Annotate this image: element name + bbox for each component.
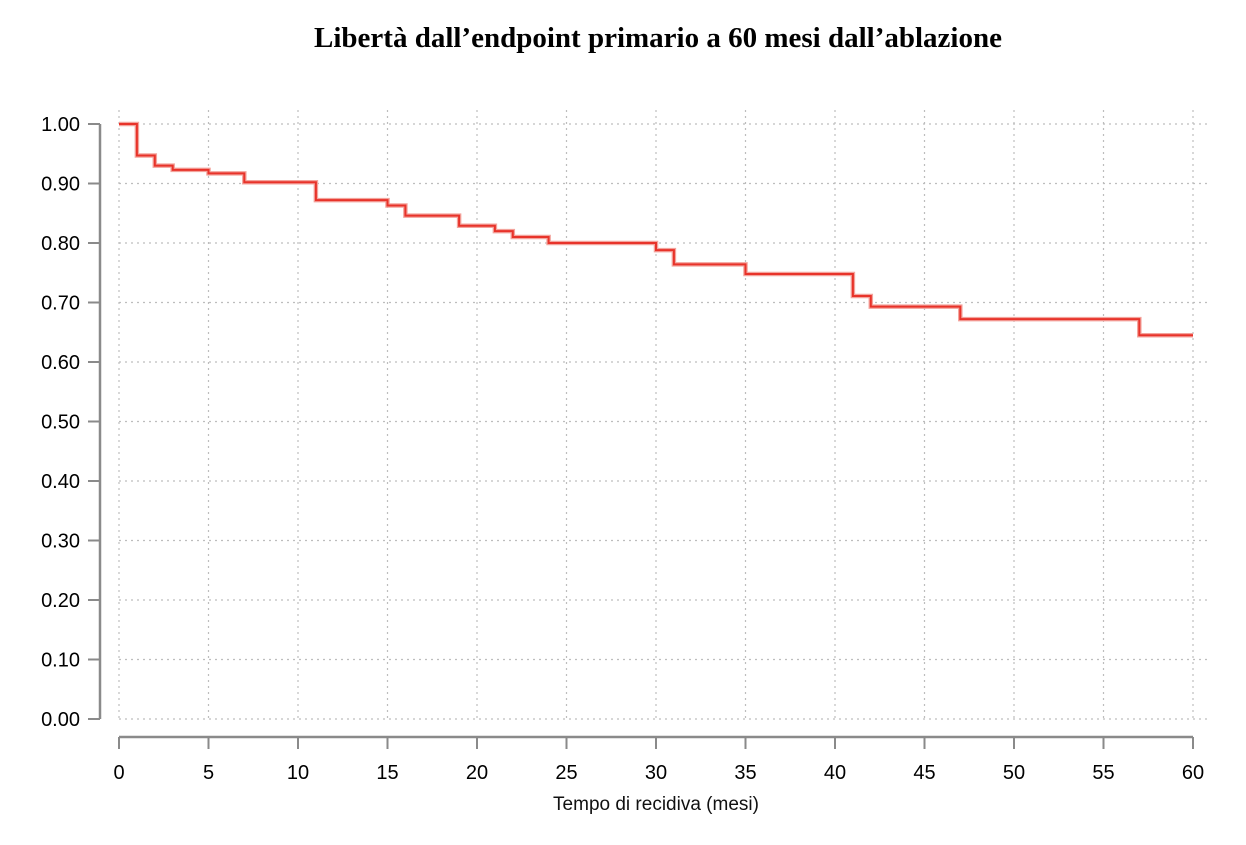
x-axis-title: Tempo di recidiva (mesi) xyxy=(553,794,759,815)
y-tick-label: 0.50 xyxy=(41,412,80,434)
y-tick-label: 0.10 xyxy=(41,650,80,672)
x-tick-label: 0 xyxy=(113,762,124,784)
x-tick-label: 40 xyxy=(824,762,846,784)
y-tick-label: 0.80 xyxy=(41,233,80,255)
grid-lines xyxy=(118,110,1210,720)
y-tick-label: 1.00 xyxy=(41,114,80,136)
x-tick-label: 15 xyxy=(376,762,398,784)
y-tick-label: 0.70 xyxy=(41,293,80,315)
x-tick-labels: 0 5 10 15 20 25 30 35 40 45 50 55 60 xyxy=(113,762,1204,784)
x-tick-label: 10 xyxy=(287,762,309,784)
y-tick-label: 0.60 xyxy=(41,352,80,374)
x-tick-label: 30 xyxy=(645,762,667,784)
x-tick-label: 60 xyxy=(1182,762,1204,784)
x-tick-label: 20 xyxy=(466,762,488,784)
x-tick-label: 5 xyxy=(203,762,214,784)
chart-title: Libertà dall’endpoint primario a 60 mesi… xyxy=(314,22,1002,54)
x-tick-label: 45 xyxy=(913,762,935,784)
y-tick-label: 0.40 xyxy=(41,471,80,493)
x-tick-label: 25 xyxy=(555,762,577,784)
axes xyxy=(88,123,1194,749)
x-tick-label: 50 xyxy=(1003,762,1025,784)
survival-curve xyxy=(119,121,1193,338)
x-tick-label: 55 xyxy=(1092,762,1114,784)
y-tick-label: 0.20 xyxy=(41,590,80,612)
x-tick-label: 35 xyxy=(734,762,756,784)
y-tick-label: 0.00 xyxy=(41,709,80,731)
y-tick-label: 0.90 xyxy=(41,174,80,196)
y-tick-label: 0.30 xyxy=(41,531,80,553)
y-tick-labels: 0.00 0.10 0.20 0.30 0.40 0.50 0.60 0.70 0.80 0.90… xyxy=(41,114,80,731)
survival-curve-line xyxy=(119,123,1193,337)
